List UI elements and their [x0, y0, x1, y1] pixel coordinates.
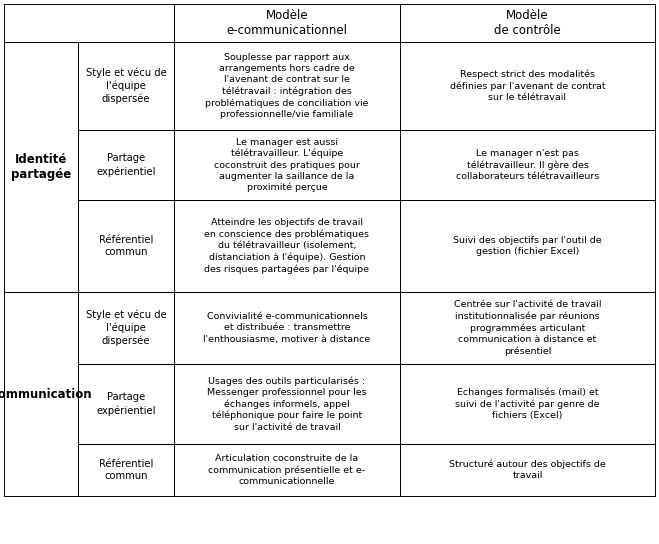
Bar	[400, 444, 655, 496]
Bar	[174, 364, 400, 444]
Bar	[400, 364, 655, 444]
Bar	[400, 200, 655, 292]
Bar	[78, 444, 174, 496]
Bar	[4, 4, 174, 42]
Text: Le manager n'est pas
télétravailleur. Il gère des
collaborateurs télétravailleur: Le manager n'est pas télétravailleur. Il…	[456, 149, 599, 181]
Bar	[174, 292, 400, 364]
Bar	[174, 4, 400, 42]
Text: Suivi des objectifs par l'outil de
gestion (fichier Excel): Suivi des objectifs par l'outil de gesti…	[453, 236, 602, 256]
Bar	[78, 364, 174, 444]
Bar	[4, 292, 78, 496]
Text: Modèle
e-communicationnel: Modèle e-communicationnel	[227, 9, 347, 37]
Bar	[78, 292, 174, 364]
Bar	[174, 200, 400, 292]
Bar	[174, 130, 400, 200]
Text: Structuré autour des objectifs de
travail: Structuré autour des objectifs de travai…	[449, 460, 606, 480]
Text: Style et vécu de
l'équipe
dispersée: Style et vécu de l'équipe dispersée	[86, 310, 166, 347]
Bar	[400, 292, 655, 364]
Text: Référentiel
commun: Référentiel commun	[99, 459, 153, 481]
Text: Modèle
de contrôle: Modèle de contrôle	[494, 9, 561, 37]
Text: Souplesse par rapport aux
arrangements hors cadre de
l'avenant de contrat sur le: Souplesse par rapport aux arrangements h…	[205, 53, 369, 119]
Bar	[78, 42, 174, 130]
Bar	[174, 42, 400, 130]
Text: Atteindre les objectifs de travail
en conscience des problématiques
du télétrava: Atteindre les objectifs de travail en co…	[204, 218, 370, 274]
Text: Usages des outils particularisés :
Messenger professionnel pour les
échanges inf: Usages des outils particularisés : Messe…	[207, 376, 367, 431]
Text: Le manager est aussi
télétravailleur. L'équipe
coconstruit des pratiques pour
au: Le manager est aussi télétravailleur. L'…	[214, 138, 360, 193]
Text: Convivialité e-communicationnels
et distribuée : transmettre
l'enthousiasme, mot: Convivialité e-communicationnels et dist…	[204, 312, 370, 344]
Text: Partage
expérientiel: Partage expérientiel	[96, 153, 156, 176]
Bar	[400, 42, 655, 130]
Bar	[4, 42, 78, 292]
Bar	[400, 4, 655, 42]
Text: Partage
expérientiel: Partage expérientiel	[96, 392, 156, 416]
Text: Style et vécu de
l'équipe
dispersée: Style et vécu de l'équipe dispersée	[86, 67, 166, 104]
Text: Centrée sur l'activité de travail
institutionnalisée par réunions
programmées ar: Centrée sur l'activité de travail instit…	[454, 300, 601, 356]
Text: Identité
partagée: Identité partagée	[11, 153, 71, 181]
Text: Echanges formalisés (mail) et
suivi de l'activité par genre de
fichiers (Excel): Echanges formalisés (mail) et suivi de l…	[455, 388, 600, 420]
Bar	[174, 444, 400, 496]
Text: Respect strict des modalités
définies par l'avenant de contrat
sur le télétravai: Respect strict des modalités définies pa…	[449, 70, 606, 102]
Text: Référentiel
commun: Référentiel commun	[99, 235, 153, 257]
Bar	[78, 130, 174, 200]
Bar	[78, 200, 174, 292]
Text: Communication: Communication	[0, 387, 92, 400]
Text: Articulation coconstruite de la
communication présentielle et e-
communicationne: Articulation coconstruite de la communic…	[208, 454, 366, 486]
Bar	[400, 130, 655, 200]
